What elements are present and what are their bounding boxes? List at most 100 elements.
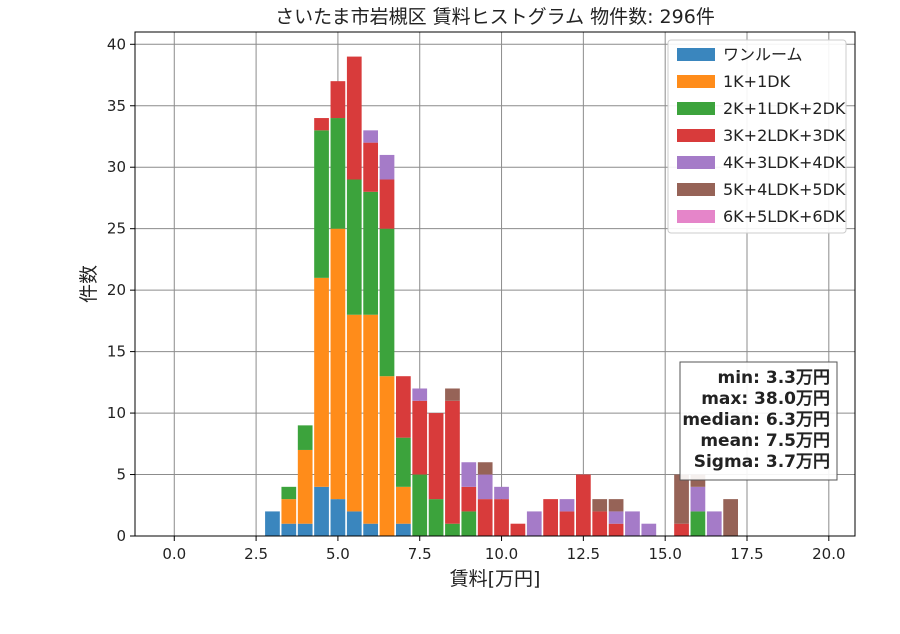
histogram-bar [576,474,591,536]
histogram-bar [281,499,297,524]
histogram-bar [330,499,346,536]
y-tick-label: 35 [107,97,126,115]
histogram-bar [428,413,444,500]
histogram-bar [526,511,542,536]
histogram-bar [690,486,706,512]
histogram-bar [363,130,378,143]
histogram-bar [723,499,738,536]
x-tick-label: 10.0 [485,545,518,563]
histogram-bar [297,449,313,524]
legend-swatch [677,48,715,61]
histogram-bar [396,486,411,524]
stats-line: Sigma: 3.7万円 [694,452,830,472]
x-tick-label: 15.0 [648,545,681,563]
histogram-bar [396,523,411,536]
histogram-bar [510,523,526,536]
bars-layer [265,56,738,536]
histogram-bar [608,523,624,536]
legend-swatch [677,129,715,142]
legend-label: 1K+1DK [723,72,791,91]
histogram-bar [297,523,313,536]
histogram-bar [477,499,493,536]
histogram-bar [445,388,460,401]
histogram-bar [314,118,329,131]
legend-swatch [677,183,715,196]
legend-swatch [677,156,715,169]
histogram-bar [494,499,509,536]
x-tick-label: 5.0 [326,545,350,563]
histogram-bar [674,523,689,536]
histogram-bar [314,130,329,278]
histogram-bar [281,523,297,536]
histogram-bar [265,511,280,536]
histogram-bar [641,523,657,536]
histogram-bar [330,81,346,119]
histogram-bar [690,511,706,536]
histogram-bar [608,499,624,512]
histogram-bar [363,191,378,315]
x-tick-label: 12.5 [567,545,600,563]
histogram-bar [281,486,297,500]
histogram-bar [363,142,378,192]
y-tick-label: 0 [116,527,126,545]
legend-label: 6K+5LDK+6DK [723,207,846,226]
histogram-bar [428,499,444,536]
histogram-bar [346,511,362,536]
legend-label: 3K+2LDK+3DK [723,126,846,145]
histogram-bar [494,486,509,500]
x-tick-label: 17.5 [730,545,763,563]
histogram-bar [461,462,477,487]
legend-swatch [677,102,715,115]
legend-label: 2K+1LDK+2DK [723,99,846,118]
histogram-bar [477,474,493,500]
stats-line: max: 38.0万円 [701,389,830,409]
histogram-bar [330,228,346,500]
histogram-bar [363,314,378,524]
histogram-bar [445,400,460,524]
histogram-bar [543,499,558,536]
y-tick-label: 40 [107,35,126,53]
x-tick-label: 20.0 [812,545,845,563]
histogram-bar [461,511,477,536]
legend-swatch [677,210,715,223]
histogram-bar [314,277,329,487]
histogram-bar [314,486,329,536]
histogram-bar [592,511,608,536]
histogram-bar [346,314,362,512]
histogram-bar [559,511,575,536]
stats-line: mean: 7.5万円 [700,431,830,451]
stats-line: median: 6.3万円 [682,410,830,430]
histogram-bar [461,486,477,512]
legend-label: ワンルーム [723,45,803,64]
y-axis-label: 件数 [78,265,100,303]
histogram-bar [363,523,378,536]
histogram-bar [379,154,395,180]
histogram-bar [625,511,640,536]
histogram-bar [445,523,460,536]
histogram-bar [330,118,346,229]
stats-line: min: 3.3万円 [718,368,830,388]
legend-label: 4K+3LDK+4DK [723,153,846,172]
ticks-layer: 0.0 2.5 5.0 7.5 10.0 12.5 15.0 17.5 20.0 0 5 10 15 20… [107,35,846,563]
histogram-bar [608,511,624,524]
legend: ワンルーム 1K+1DK 2K+1LDK+2DK 3K+2LDK+3DK 4K+3LDK… [667,39,847,234]
x-axis-label: 賃料[万円] [450,568,541,590]
histogram-bar [346,179,362,315]
histogram-bar [559,499,575,512]
stats-frame [679,361,838,481]
y-tick-label: 10 [107,404,126,422]
histogram-bar [706,511,722,536]
x-tick-label: 7.5 [408,545,432,563]
y-tick-label: 30 [107,158,126,176]
histogram-bar [396,376,411,438]
histogram-bar [592,499,608,512]
y-tick-label: 25 [107,220,126,238]
plot-frame [134,31,856,537]
histogram-bar [412,388,428,401]
legend-swatch [677,75,715,88]
x-tick-label: 0.0 [162,545,186,563]
y-tick-label: 5 [116,466,126,484]
